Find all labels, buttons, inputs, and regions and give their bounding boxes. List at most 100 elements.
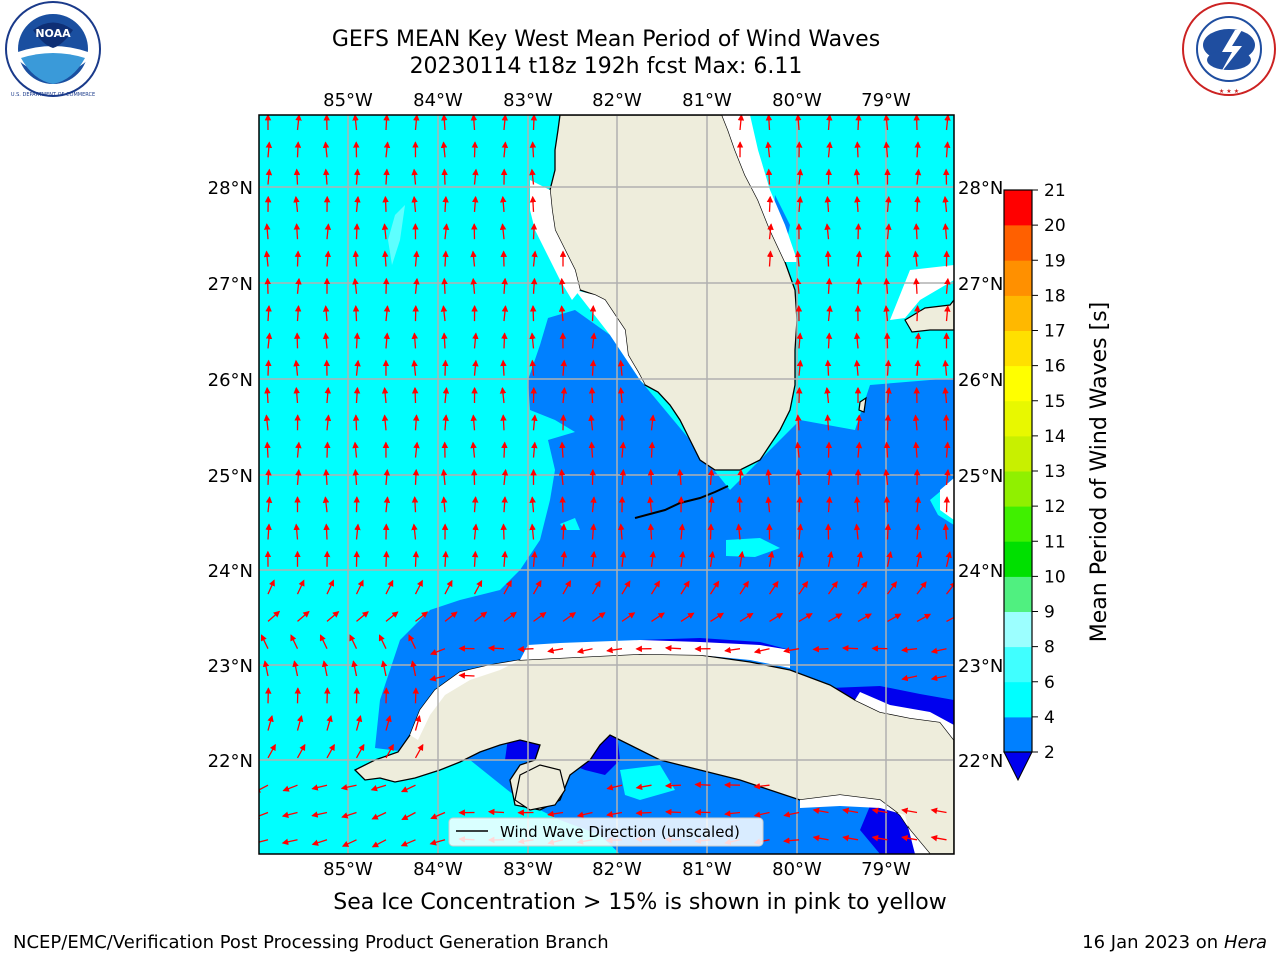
wave-direction-arrow [912,250,920,267]
wave-direction-arrow [501,141,509,158]
lon-tick-label-top: 80°W [772,90,822,111]
wave-direction-arrow [883,277,890,294]
wave-direction-arrow [589,359,597,376]
wave-direction-arrow [560,387,568,404]
wave-direction-arrow [592,612,606,622]
wave-direction-arrow [619,441,627,458]
colorbar: 2 4 6 8 9 10 11 12 13 14 15 16 17 18 19 20 21 [1003,181,1066,782]
wave-direction-arrow [796,523,804,540]
colorbar-tick-label: 18 [1044,286,1066,306]
lon-tick-label-top: 85°W [323,90,373,111]
lon-tick-label-top: 79°W [861,90,911,111]
wave-direction-arrow [353,332,361,349]
wave-direction-arrow [383,496,391,513]
wave-direction-arrow [442,387,450,404]
wave-direction-arrow [501,277,508,294]
wave-direction-arrow [381,387,389,404]
wave-direction-arrow [824,195,832,212]
wave-direction-arrow [914,359,921,376]
wave-direction-arrow [795,115,802,131]
wave-direction-arrow [470,441,477,458]
wave-direction-arrow [531,550,538,567]
wave-direction-arrow [429,648,446,656]
wave-direction-arrow [501,550,508,567]
wave-direction-arrow [942,195,949,212]
wave-direction-arrow [885,195,892,212]
wave-direction-arrow [883,305,890,322]
lon-tick-label-bottom: 80°W [772,859,822,880]
wave-direction-arrow [413,115,420,131]
wave-direction-arrow [264,441,271,458]
wave-direction-arrow [441,332,448,349]
wave-direction-arrow [413,441,420,458]
wave-direction-arrow [589,305,597,322]
wave-direction-arrow [474,611,488,622]
wave-direction-arrow [884,359,892,376]
wave-direction-arrow [617,359,625,376]
wave-direction-arrow [619,468,627,485]
wave-direction-arrow [912,414,920,431]
wave-direction-arrow [353,386,361,404]
wave-direction-arrow [724,810,741,817]
wave-direction-arrow [296,743,306,759]
wave-direction-arrow [440,305,448,322]
wave-direction-arrow [517,645,534,653]
wave-direction-arrow [530,223,538,240]
wave-direction-arrow [827,581,838,595]
wave-direction-arrow [444,579,453,595]
wave-direction-arrow [826,141,833,158]
wave-direction-arrow [901,646,918,653]
colorbar-extend-arrow [1003,751,1033,782]
wave-direction-arrow [767,223,774,240]
wave-direction-arrow [262,660,270,677]
wave-direction-arrow [401,811,416,821]
wave-direction-arrow [824,387,831,404]
wave-direction-arrow [914,168,922,185]
wave-direction-arrow [883,496,891,513]
wave-direction-arrow [267,715,274,731]
wave-direction-arrow [914,523,922,540]
graticule [259,115,954,854]
wave-direction-arrow [753,811,770,818]
wave-direction-arrow [738,550,745,567]
wave-direction-arrow [471,496,479,513]
wave-direction-arrow [707,468,715,485]
wave-direction-arrow [500,523,507,540]
wave-direction-arrow [265,141,273,158]
wave-direction-arrow [828,613,843,622]
wave-direction-arrow [442,359,449,376]
wave-direction-arrow [649,414,656,431]
wave-direction-arrow [912,441,920,458]
wave-direction-arrow [260,634,269,649]
lon-tick-label-bottom: 85°W [323,859,373,880]
wave-direction-arrow [378,634,387,649]
wave-direction-arrow [930,834,947,842]
wave-direction-arrow [411,359,418,376]
wave-direction-arrow [440,468,448,485]
wave-direction-arrow [441,168,448,185]
wave-direction-arrow [883,468,890,485]
colorbar-tick-label: 10 [1044,567,1066,587]
wave-direction-arrow [735,523,743,540]
wave-direction-arrow [916,613,932,622]
wave-direction-arrow [855,441,863,458]
wave-direction-arrow [294,250,302,267]
wave-direction-arrow [649,550,656,567]
wave-direction-arrow [590,332,597,349]
wave-direction-arrow [886,581,898,595]
wave-direction-arrow [737,115,745,131]
wave-direction-arrow [441,115,448,131]
wave-direction-arrow [606,810,623,818]
lat-tick-label-left: 22°N [208,751,253,772]
wave-direction-arrow [591,580,601,595]
colorbar-tick-label: 17 [1044,322,1066,342]
wave-direction-arrow [768,580,779,595]
wave-direction-arrow [352,277,359,294]
wave-direction-arrow [914,496,922,513]
wave-direction-arrow [664,808,682,816]
wave-direction-arrow [411,496,419,513]
wave-direction-arrow [471,550,479,567]
wave-direction-arrow [709,580,720,595]
wave-direction-arrow [501,468,509,485]
wave-direction-arrow [293,386,300,404]
